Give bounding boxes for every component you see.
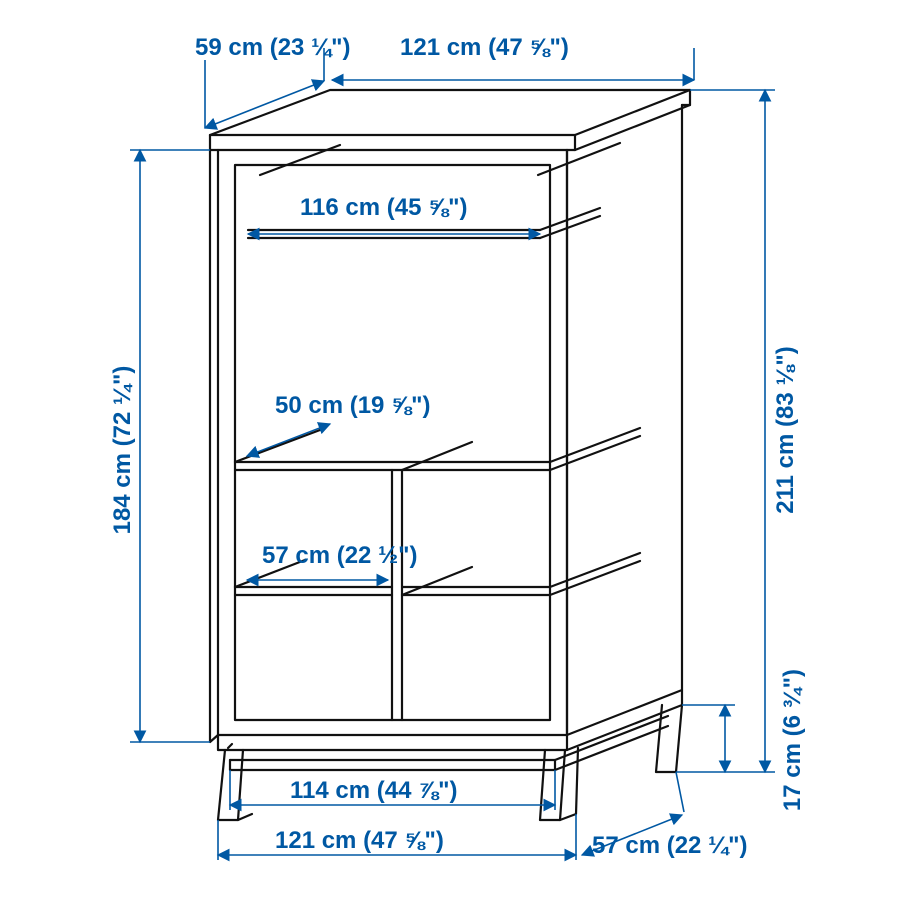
label-width-top: 121 cm (47 ⅝") xyxy=(400,34,569,61)
label-shelf-depth: 50 cm (19 ⅝") xyxy=(275,392,430,419)
label-height-right: 211 cm (83 ⅛") xyxy=(772,346,799,513)
label-depth-top: 59 cm (23 ¼") xyxy=(195,34,350,61)
label-base-outer: 121 cm (47 ⅝") xyxy=(275,827,444,854)
label-height-left: 184 cm (72 ¼") xyxy=(109,366,136,535)
label-foot-depth: 57 cm (22 ¼") xyxy=(592,832,747,859)
dimension-drawing: 59 cm (23 ¼") 121 cm (47 ⅝") 116 cm (45 … xyxy=(0,0,900,900)
label-interior-width: 116 cm (45 ⅝") xyxy=(300,194,467,221)
label-shelf-width: 57 cm (22 ½") xyxy=(262,542,417,569)
label-leg-height: 17 cm (6 ¾") xyxy=(779,669,806,811)
label-base-inner: 114 cm (44 ⅞") xyxy=(290,777,457,804)
